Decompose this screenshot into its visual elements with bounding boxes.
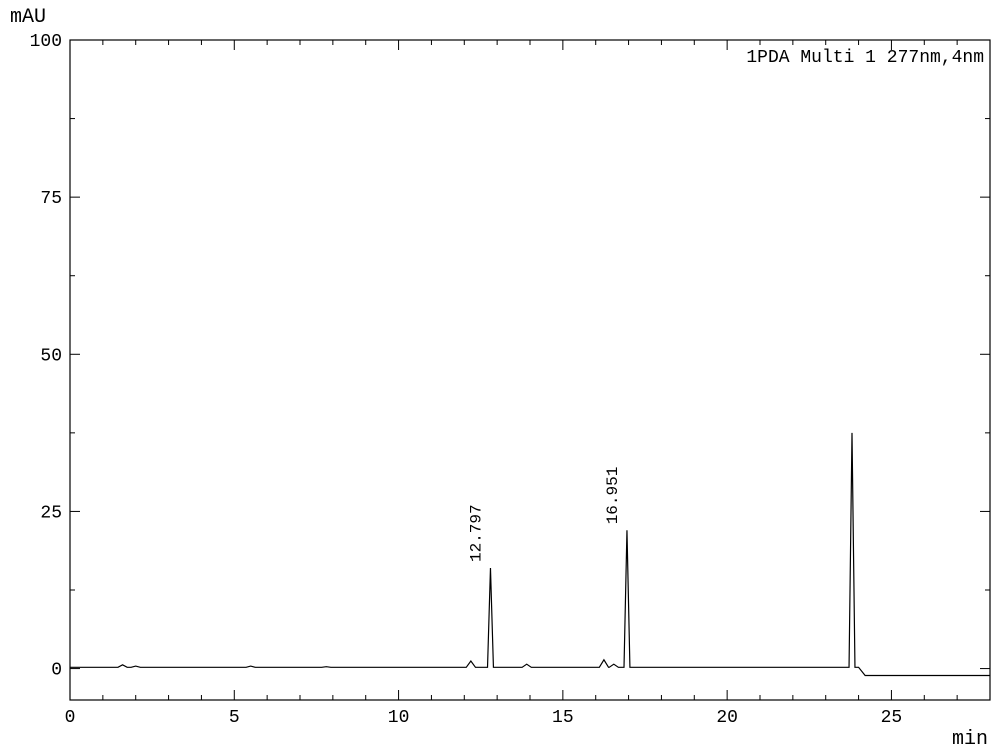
svg-text:10: 10 xyxy=(388,708,410,728)
svg-text:5: 5 xyxy=(229,708,240,728)
svg-text:15: 15 xyxy=(552,708,574,728)
svg-text:75: 75 xyxy=(40,189,62,209)
y-axis-label: mAU xyxy=(10,6,46,29)
svg-text:20: 20 xyxy=(716,708,738,728)
svg-text:100: 100 xyxy=(30,32,62,52)
peak-label: 16.951 xyxy=(604,467,622,525)
svg-text:0: 0 xyxy=(51,661,62,681)
x-axis-label: min xyxy=(952,728,988,751)
chromatogram-chart: 0 25 50 75 100 0 5 10 15 20 25 mAU min 1PDA Multi 1 2… xyxy=(0,0,1000,751)
svg-text:25: 25 xyxy=(40,503,62,523)
detector-annotation: 1PDA Multi 1 277nm,4nm xyxy=(746,48,984,68)
svg-text:50: 50 xyxy=(40,346,62,366)
peak-label: 12.797 xyxy=(467,504,485,562)
chromatogram-container: 0 25 50 75 100 0 5 10 15 20 25 mAU min 1PDA Multi 1 2… xyxy=(0,0,1000,751)
svg-text:0: 0 xyxy=(65,708,76,728)
svg-text:25: 25 xyxy=(881,708,903,728)
